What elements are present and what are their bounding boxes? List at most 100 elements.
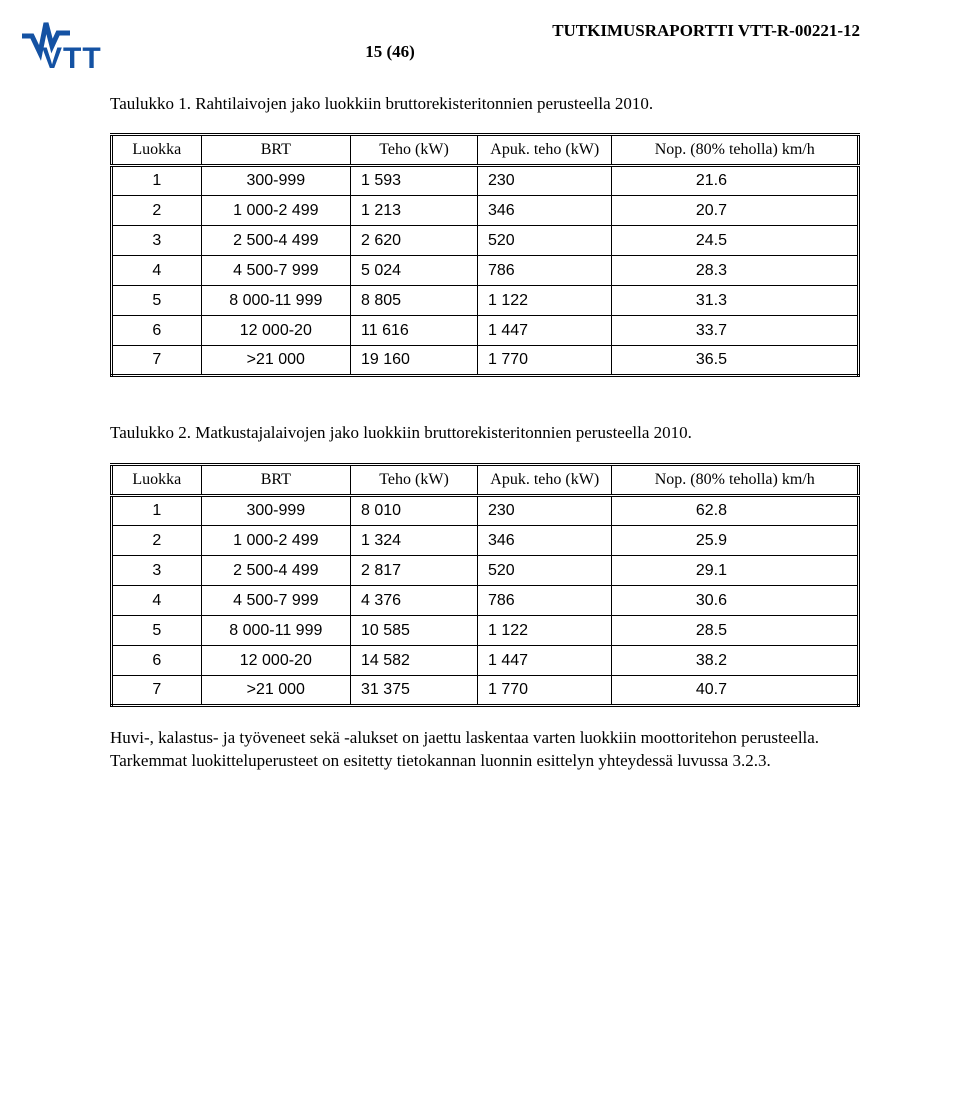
cell: 31.3 xyxy=(612,286,859,316)
cell: 7 xyxy=(112,676,202,706)
cell: 2 620 xyxy=(351,226,478,256)
cell: 25.9 xyxy=(612,526,859,556)
cell: 520 xyxy=(478,226,612,256)
table-row: 612 000-2014 5821 44738.2 xyxy=(112,646,859,676)
cell: 786 xyxy=(478,586,612,616)
cell: 2 817 xyxy=(351,556,478,586)
cell: 1 770 xyxy=(478,676,612,706)
cell: 3 xyxy=(112,226,202,256)
cell: 5 xyxy=(112,616,202,646)
cell: 12 000-20 xyxy=(201,646,350,676)
cell: 31 375 xyxy=(351,676,478,706)
col-apuk: Apuk. teho (kW) xyxy=(478,465,612,496)
cell: 5 024 xyxy=(351,256,478,286)
cell: 36.5 xyxy=(612,346,859,376)
table-row: 58 000-11 99910 5851 12228.5 xyxy=(112,616,859,646)
col-apuk: Apuk. teho (kW) xyxy=(478,135,612,166)
cell: 6 xyxy=(112,646,202,676)
cell: >21 000 xyxy=(201,676,350,706)
cell: 1 593 xyxy=(351,166,478,196)
table-row: 32 500-4 4992 81752029.1 xyxy=(112,556,859,586)
table-row: 21 000-2 4991 21334620.7 xyxy=(112,196,859,226)
col-teho: Teho (kW) xyxy=(351,465,478,496)
cell: 7 xyxy=(112,346,202,376)
cell: 3 xyxy=(112,556,202,586)
cell: 230 xyxy=(478,496,612,526)
cell: 62.8 xyxy=(612,496,859,526)
table-row: 612 000-2011 6161 44733.7 xyxy=(112,316,859,346)
cell: 8 000-11 999 xyxy=(201,616,350,646)
table-row: 44 500-7 9994 37678630.6 xyxy=(112,586,859,616)
cell: 346 xyxy=(478,196,612,226)
col-brt: BRT xyxy=(201,135,350,166)
cell: 8 805 xyxy=(351,286,478,316)
cell: 1 324 xyxy=(351,526,478,556)
table2: Luokka BRT Teho (kW) Apuk. teho (kW) Nop… xyxy=(110,463,860,707)
col-nop: Nop. (80% teholla) km/h xyxy=(612,465,859,496)
table-row: 7>21 00019 1601 77036.5 xyxy=(112,346,859,376)
table-header-row: Luokka BRT Teho (kW) Apuk. teho (kW) Nop… xyxy=(112,465,859,496)
cell: 14 582 xyxy=(351,646,478,676)
cell: 1 xyxy=(112,496,202,526)
col-luokka: Luokka xyxy=(112,135,202,166)
cell: 12 000-20 xyxy=(201,316,350,346)
cell: 38.2 xyxy=(612,646,859,676)
vtt-logo-text: VTT xyxy=(42,42,102,73)
cell: 28.5 xyxy=(612,616,859,646)
table-header-row: Luokka BRT Teho (kW) Apuk. teho (kW) Nop… xyxy=(112,135,859,166)
cell: 29.1 xyxy=(612,556,859,586)
cell: 786 xyxy=(478,256,612,286)
cell: 4 500-7 999 xyxy=(201,256,350,286)
cell: 10 585 xyxy=(351,616,478,646)
cell: >21 000 xyxy=(201,346,350,376)
cell: 1 000-2 499 xyxy=(201,526,350,556)
cell: 24.5 xyxy=(612,226,859,256)
cell: 28.3 xyxy=(612,256,859,286)
cell: 40.7 xyxy=(612,676,859,706)
cell: 230 xyxy=(478,166,612,196)
cell: 19 160 xyxy=(351,346,478,376)
cell: 520 xyxy=(478,556,612,586)
cell: 1 447 xyxy=(478,646,612,676)
page-number: 15 (46) xyxy=(110,41,670,62)
cell: 1 122 xyxy=(478,616,612,646)
table2-body: 1300-9998 01023062.821 000-2 4991 324346… xyxy=(112,496,859,706)
cell: 2 500-4 499 xyxy=(201,226,350,256)
table-row: 1300-9991 59323021.6 xyxy=(112,166,859,196)
paragraph: Huvi-, kalastus- ja työveneet sekä -aluk… xyxy=(110,727,860,773)
cell: 2 xyxy=(112,196,202,226)
cell: 1 xyxy=(112,166,202,196)
vtt-logo-svg: VTT xyxy=(20,18,140,73)
cell: 1 000-2 499 xyxy=(201,196,350,226)
table-row: 7>21 00031 3751 77040.7 xyxy=(112,676,859,706)
cell: 8 010 xyxy=(351,496,478,526)
cell: 30.6 xyxy=(612,586,859,616)
table-row: 58 000-11 9998 8051 12231.3 xyxy=(112,286,859,316)
cell: 1 213 xyxy=(351,196,478,226)
cell: 6 xyxy=(112,316,202,346)
table1: Luokka BRT Teho (kW) Apuk. teho (kW) Nop… xyxy=(110,133,860,377)
col-brt: BRT xyxy=(201,465,350,496)
cell: 20.7 xyxy=(612,196,859,226)
table-row: 21 000-2 4991 32434625.9 xyxy=(112,526,859,556)
cell: 8 000-11 999 xyxy=(201,286,350,316)
col-luokka: Luokka xyxy=(112,465,202,496)
col-nop: Nop. (80% teholla) km/h xyxy=(612,135,859,166)
page-header: TUTKIMUSRAPORTTI VTT-R-00221-12 15 (46) xyxy=(110,20,860,63)
cell: 33.7 xyxy=(612,316,859,346)
page: VTT TUTKIMUSRAPORTTI VTT-R-00221-12 15 (… xyxy=(0,0,960,1113)
cell: 11 616 xyxy=(351,316,478,346)
cell: 300-999 xyxy=(201,166,350,196)
table2-caption: Taulukko 2. Matkustajalaivojen jako luok… xyxy=(110,422,860,445)
report-id: TUTKIMUSRAPORTTI VTT-R-00221-12 xyxy=(110,20,860,41)
cell: 346 xyxy=(478,526,612,556)
cell: 4 500-7 999 xyxy=(201,586,350,616)
cell: 1 122 xyxy=(478,286,612,316)
vtt-logo: VTT xyxy=(20,18,140,73)
cell: 2 xyxy=(112,526,202,556)
cell: 4 xyxy=(112,586,202,616)
cell: 2 500-4 499 xyxy=(201,556,350,586)
cell: 4 376 xyxy=(351,586,478,616)
table1-body: 1300-9991 59323021.621 000-2 4991 213346… xyxy=(112,166,859,376)
table-row: 32 500-4 4992 62052024.5 xyxy=(112,226,859,256)
